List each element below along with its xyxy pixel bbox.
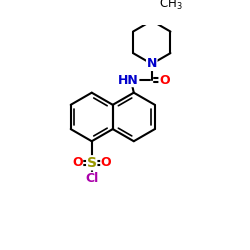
Text: CH$_3$: CH$_3$ — [159, 0, 183, 12]
Text: O: O — [101, 156, 112, 169]
Text: HN: HN — [118, 74, 139, 86]
Text: O: O — [72, 156, 83, 169]
Text: O: O — [159, 74, 170, 86]
Text: S: S — [87, 156, 97, 170]
Text: Cl: Cl — [85, 172, 98, 186]
Text: N: N — [146, 58, 157, 70]
